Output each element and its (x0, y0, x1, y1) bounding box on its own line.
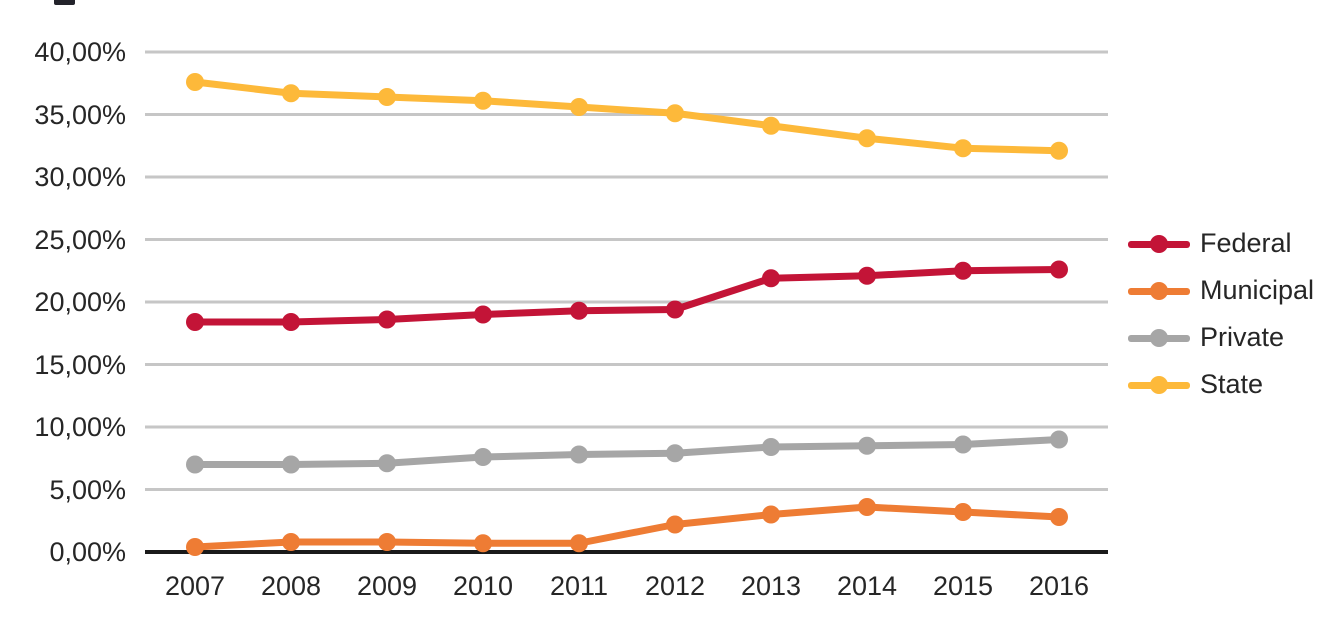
legend: Federal Municipal Private State (1128, 220, 1314, 408)
series-line-federal (191, 266, 1063, 326)
legend-label-federal: Federal (1200, 228, 1292, 258)
data-point-private-2011 (570, 445, 588, 464)
data-point-municipal-2007 (186, 538, 204, 556)
data-point-private-2014 (858, 436, 876, 455)
legend-marker-icon (1128, 375, 1190, 394)
y-tick-label-20: 20,00% (34, 287, 126, 317)
data-point-municipal-2012 (666, 515, 684, 534)
y-tick-label-10: 10,00% (34, 412, 126, 442)
data-point-federal-2010 (474, 305, 492, 324)
data-point-private-2008 (282, 455, 300, 474)
legend-item-private: Private (1128, 314, 1314, 361)
data-point-municipal-2009 (378, 533, 396, 551)
data-point-municipal-2013 (762, 505, 780, 524)
data-point-private-2012 (666, 444, 684, 463)
data-point-state-2012 (666, 104, 684, 123)
data-point-federal-2012 (666, 300, 684, 319)
legend-item-federal: Federal (1128, 220, 1314, 267)
data-point-federal-2009 (378, 310, 396, 329)
data-point-federal-2013 (762, 269, 780, 288)
y-tick-label-40: 40,00% (34, 37, 126, 67)
data-point-state-2007 (186, 73, 204, 91)
data-point-municipal-2016 (1050, 508, 1068, 526)
data-point-municipal-2008 (282, 533, 300, 551)
data-point-state-2013 (762, 116, 780, 135)
data-point-private-2010 (474, 448, 492, 466)
data-point-municipal-2011 (570, 534, 588, 553)
data-point-municipal-2014 (858, 498, 876, 516)
data-point-private-2009 (378, 454, 396, 473)
legend-marker-icon (1128, 328, 1190, 347)
data-point-federal-2014 (858, 266, 876, 285)
legend-label-private: Private (1200, 322, 1285, 352)
y-tick-label-15: 15,00% (34, 349, 126, 380)
series-line-state (191, 78, 1063, 155)
y-tick-label-35: 35,00% (34, 99, 126, 130)
data-point-state-2009 (378, 88, 396, 106)
y-tick-label-30: 30,00% (34, 162, 126, 192)
data-point-private-2016 (1050, 430, 1068, 449)
data-point-private-2015 (954, 435, 972, 454)
data-point-federal-2016 (1050, 260, 1068, 279)
data-point-state-2014 (858, 129, 876, 148)
legend-item-municipal: Municipal (1128, 267, 1314, 314)
data-point-state-2008 (282, 84, 300, 103)
legend-item-state: State (1128, 361, 1314, 408)
legend-marker-icon (1128, 281, 1190, 300)
data-point-state-2016 (1050, 141, 1068, 160)
data-point-state-2010 (474, 91, 492, 110)
y-tick-label-0: 0,00% (49, 537, 126, 567)
y-tick-label-25: 25,00% (34, 224, 126, 255)
series-line-municipal (191, 503, 1063, 551)
data-point-federal-2015 (954, 261, 972, 280)
data-point-municipal-2010 (474, 534, 492, 553)
data-point-municipal-2015 (954, 503, 972, 521)
data-point-federal-2008 (282, 313, 300, 331)
y-tick-label-5: 5,00% (49, 474, 126, 505)
legend-label-state: State (1200, 369, 1264, 399)
crop-artifact (54, 0, 75, 5)
data-point-federal-2011 (570, 301, 588, 320)
data-point-state-2015 (954, 139, 972, 158)
data-point-state-2011 (570, 98, 588, 116)
y-axis: 0,00% 5,00% 10,00% 15,00% 20,00% 25,00% 30,00%… (0, 0, 126, 618)
legend-label-municipal: Municipal (1200, 275, 1315, 305)
data-point-private-2013 (762, 438, 780, 456)
legend-marker-icon (1128, 234, 1190, 253)
series-line-private (191, 436, 1063, 468)
data-point-federal-2007 (186, 313, 204, 331)
data-point-private-2007 (186, 455, 204, 474)
